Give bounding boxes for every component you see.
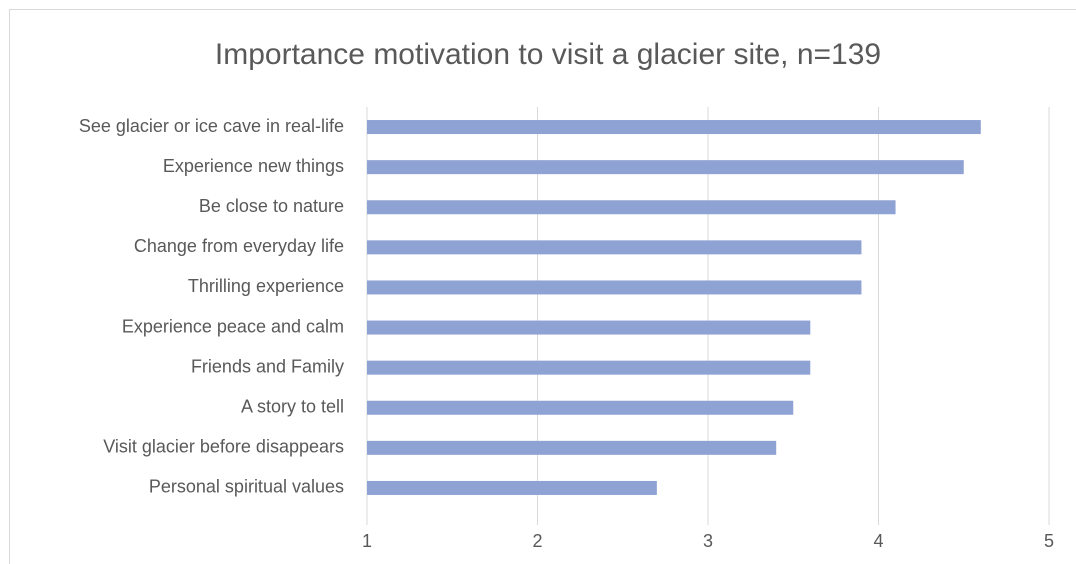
x-tick-label: 2 — [532, 531, 542, 551]
bar — [367, 400, 794, 415]
bar — [367, 440, 777, 455]
y-tick-label: Thrilling experience — [188, 276, 344, 296]
y-tick-label: Experience new things — [163, 156, 344, 176]
bar — [367, 240, 862, 255]
x-tick-label: 5 — [1044, 531, 1054, 551]
bar — [367, 200, 896, 215]
y-tick-label: Friends and Family — [191, 356, 344, 376]
bar — [367, 280, 862, 295]
bar — [367, 120, 981, 135]
bar — [367, 480, 657, 495]
x-tick-label: 1 — [362, 531, 372, 551]
bar — [367, 360, 811, 375]
y-tick-label: See glacier or ice cave in real-life — [79, 116, 344, 136]
y-tick-label: A story to tell — [241, 397, 344, 417]
y-tick-label: Personal spiritual values — [149, 477, 344, 497]
x-tick-label: 3 — [703, 531, 713, 551]
bar — [367, 160, 964, 175]
y-tick-label: Be close to nature — [199, 196, 344, 216]
y-tick-label: Visit glacier before disappears — [103, 437, 344, 457]
bar — [367, 320, 811, 335]
y-tick-label: Experience peace and calm — [122, 316, 344, 336]
chart-title: Importance motivation to visit a glacier… — [215, 38, 881, 71]
y-tick-label: Change from everyday life — [134, 236, 344, 256]
x-tick-label: 4 — [873, 531, 883, 551]
